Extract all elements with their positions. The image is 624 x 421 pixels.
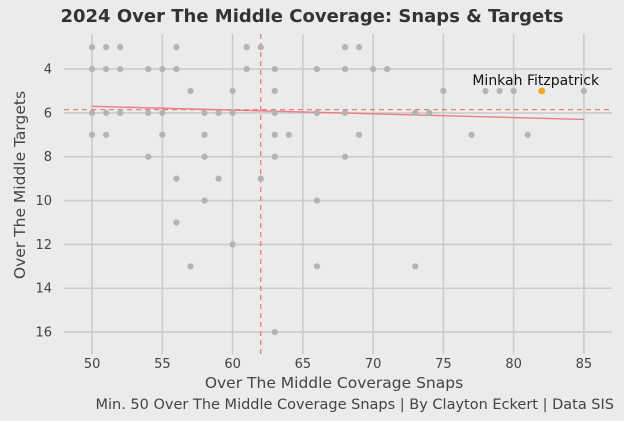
data-point — [412, 263, 419, 270]
y-tick-label: 10 — [35, 194, 52, 209]
x-tick-label: 85 — [576, 357, 593, 372]
y-tick-label: 16 — [35, 326, 52, 341]
data-point — [145, 65, 152, 73]
data-point — [173, 65, 180, 73]
x-tick-label: 50 — [84, 357, 101, 372]
highlight-label: Minkah Fitzpatrick — [472, 73, 600, 89]
data-point — [412, 109, 419, 117]
y-tick-label: 6 — [44, 106, 52, 121]
data-point — [117, 109, 124, 117]
chart-title: 2024 Over The Middle Coverage: Snaps & T… — [60, 6, 564, 27]
data-point — [341, 65, 349, 73]
data-point — [580, 87, 587, 95]
data-point — [173, 175, 180, 182]
data-point — [341, 153, 349, 160]
data-point — [201, 131, 208, 138]
x-tick-label: 65 — [295, 357, 312, 372]
y-tick-label: 12 — [35, 238, 52, 253]
data-point — [187, 263, 194, 270]
data-point — [313, 197, 321, 204]
data-point — [187, 87, 194, 95]
data-point — [243, 44, 250, 51]
data-point — [243, 65, 250, 73]
data-point — [440, 87, 447, 95]
data-point — [145, 109, 152, 117]
data-point — [173, 219, 180, 226]
data-point — [468, 131, 475, 138]
tick-labels: 50 55 60 65 70 75 80 85 4 6 8 10 12 14 16 — [35, 63, 592, 372]
data-point — [229, 241, 236, 248]
data-point — [271, 153, 278, 160]
highlight-layer: Minkah Fitzpatrick — [472, 73, 600, 95]
data-point — [341, 44, 349, 51]
data-point — [215, 109, 222, 117]
data-point — [510, 87, 517, 95]
highlight-point — [538, 87, 546, 95]
reference-lines — [64, 34, 612, 354]
data-point — [145, 153, 152, 160]
x-tick-label: 80 — [505, 357, 522, 372]
data-point — [426, 109, 433, 117]
data-point — [271, 131, 278, 138]
data-point — [89, 44, 96, 51]
data-point — [285, 131, 292, 138]
caption: Min. 50 Over The Middle Coverage Snaps |… — [95, 397, 614, 413]
data-point — [117, 65, 124, 73]
data-point — [384, 65, 391, 73]
data-point — [215, 175, 222, 182]
x-axis-label: Over The Middle Coverage Snaps — [205, 374, 463, 392]
data-point — [89, 109, 96, 117]
x-tick-label: 75 — [435, 357, 452, 372]
data-point — [229, 109, 236, 117]
data-point — [103, 65, 110, 73]
data-point — [271, 65, 278, 73]
y-tick-label: 14 — [35, 282, 52, 297]
data-point — [159, 131, 166, 138]
data-point — [103, 109, 110, 117]
data-point — [496, 87, 503, 95]
data-point — [257, 175, 264, 182]
trend-line — [92, 105, 584, 121]
y-tick-label: 8 — [44, 150, 52, 165]
data-point — [355, 131, 363, 138]
x-tick-label: 55 — [154, 357, 171, 372]
data-point — [271, 87, 278, 95]
data-point — [482, 87, 489, 95]
data-point — [271, 109, 278, 117]
data-point — [89, 131, 96, 138]
data-point — [370, 65, 377, 73]
data-point — [257, 44, 264, 51]
data-point — [201, 197, 208, 204]
data-point — [159, 109, 166, 117]
data-point — [89, 65, 96, 73]
y-tick-label: 4 — [44, 63, 52, 78]
data-point — [201, 153, 208, 160]
data-point — [173, 44, 180, 51]
y-axis-label: Over The Middle Targets — [11, 91, 29, 279]
data-point — [313, 65, 321, 73]
data-point — [524, 131, 531, 138]
data-point — [117, 44, 124, 51]
x-tick-label: 60 — [224, 357, 241, 372]
data-point — [229, 87, 236, 95]
data-point — [103, 131, 110, 138]
data-point — [341, 109, 349, 117]
data-point — [159, 65, 166, 73]
data-point — [201, 109, 208, 117]
x-tick-label: 70 — [365, 357, 382, 372]
data-point — [103, 44, 110, 51]
data-points — [89, 44, 587, 336]
data-point — [271, 328, 278, 336]
data-point — [355, 44, 363, 51]
data-point — [313, 263, 321, 270]
data-point — [313, 109, 321, 117]
